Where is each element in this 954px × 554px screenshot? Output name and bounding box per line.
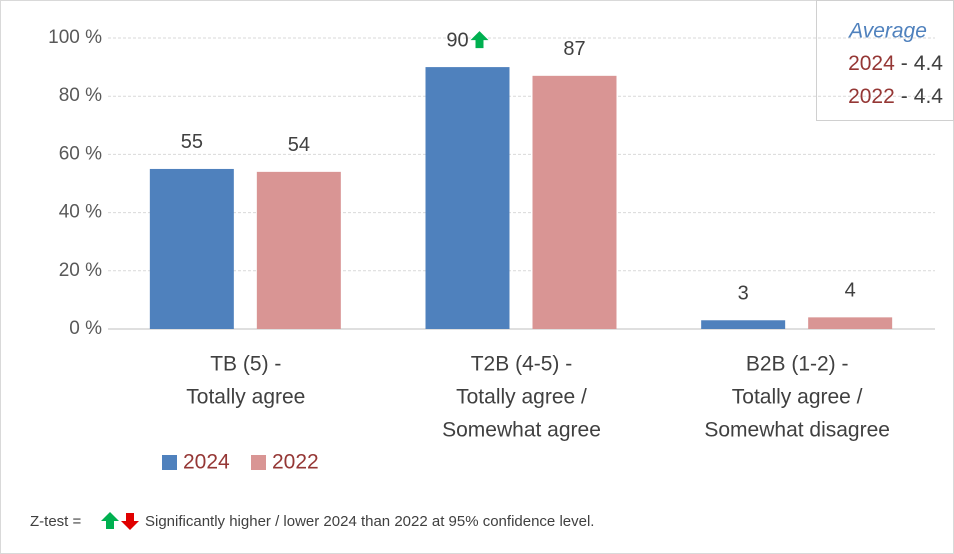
data-label: 55 [181, 131, 203, 153]
average-value: 4.4 [914, 85, 944, 108]
x-tick-label: Somewhat agree [442, 419, 601, 442]
bar [532, 75, 617, 329]
x-tick-label: TB (5) - [210, 353, 281, 376]
average-box [816, 0, 954, 121]
average-item: 2022-4.4 [848, 85, 943, 108]
x-tick-label: Somewhat disagree [704, 419, 890, 442]
legend-label: 2024 [183, 451, 230, 474]
average-separator: - [901, 85, 908, 108]
legend-swatch [251, 455, 266, 470]
y-tick-label: 20 % [59, 260, 102, 281]
bar [256, 171, 341, 329]
down-arrow [121, 513, 139, 530]
y-tick-label: 40 % [59, 202, 102, 223]
x-tick-label: B2B (1-2) - [746, 353, 849, 376]
average-item: 2024-4.4 [848, 52, 943, 75]
footnote-prefix: Z-test = [30, 513, 82, 530]
legend-label: 2022 [272, 451, 319, 474]
y-tick-label: 80 % [59, 85, 102, 106]
bar [701, 320, 786, 329]
bar [425, 67, 510, 329]
average-value: 4.4 [914, 52, 944, 75]
data-label: 54 [288, 134, 310, 156]
up-arrow [101, 512, 119, 529]
x-tick-label: Totally agree / [732, 386, 863, 409]
up-arrow [470, 31, 489, 49]
x-tick-label: Totally agree [186, 386, 305, 409]
legend-swatch [162, 455, 177, 470]
average-title: Average [847, 20, 927, 43]
y-tick-label: 100 % [48, 27, 102, 48]
average-year: 2024 [848, 52, 895, 75]
footnote-text: Significantly higher / lower 2024 than 2… [145, 513, 594, 530]
average-year: 2022 [848, 85, 895, 108]
data-label: 3 [738, 283, 749, 305]
data-label: 90 [446, 29, 468, 51]
average-separator: - [901, 52, 908, 75]
x-tick-label: Totally agree / [456, 386, 587, 409]
data-label: 4 [845, 280, 856, 302]
bar [808, 317, 893, 329]
y-tick-label: 60 % [59, 143, 102, 164]
y-tick-label: 0 % [69, 318, 102, 339]
data-label: 87 [563, 38, 585, 60]
bar [149, 168, 234, 329]
x-tick-label: T2B (4-5) - [471, 353, 573, 376]
